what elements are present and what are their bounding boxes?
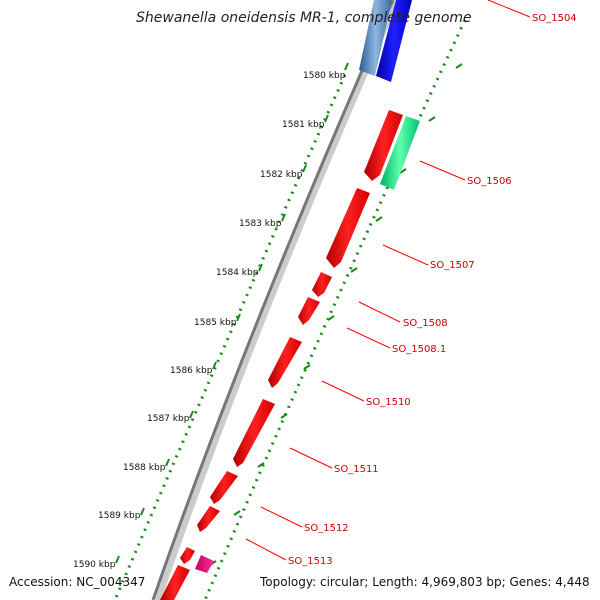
ruler-label: 1588 kbp xyxy=(123,463,166,473)
gene-label[interactable]: SO_1510 xyxy=(366,397,411,408)
gene-feature[interactable] xyxy=(359,0,392,76)
ruler-labels: 1580 kbp 1581 kbp 1582 kbp 1583 kbp 1584… xyxy=(73,71,346,570)
outer-ruler-ticks xyxy=(209,63,463,566)
outer-tick-ring xyxy=(203,19,467,600)
ruler-label: 1583 kbp xyxy=(239,219,282,229)
ruler-ticks xyxy=(115,62,349,564)
gene-label[interactable]: SO_1508.1 xyxy=(392,344,446,355)
ruler-label: 1589 kbp xyxy=(98,511,141,521)
ruler-label: 1590 kbp xyxy=(73,560,116,570)
gene-label[interactable]: SO_1513 xyxy=(288,556,333,567)
gene-feature[interactable] xyxy=(180,547,195,564)
gene-label[interactable]: SO_1508 xyxy=(403,318,448,329)
gene-feature[interactable] xyxy=(376,0,412,82)
gene-feature[interactable] xyxy=(312,272,332,297)
gene-feature[interactable] xyxy=(160,565,190,600)
ruler-label: 1585 kbp xyxy=(194,318,237,328)
gene-feature[interactable] xyxy=(364,110,403,181)
ruler-label: 1580 kbp xyxy=(303,71,346,81)
gene-label[interactable]: SO_1506 xyxy=(467,176,512,187)
gene-label[interactable]: SO_1512 xyxy=(304,523,349,534)
gene-features xyxy=(160,0,420,600)
ruler-label: 1584 kbp xyxy=(216,268,259,278)
gene-feature[interactable] xyxy=(380,116,420,190)
gene-feature[interactable] xyxy=(195,555,214,573)
map-title: Shewanella oneidensis MR-1, complete gen… xyxy=(136,10,472,26)
backbone xyxy=(151,0,395,600)
gene-feature[interactable] xyxy=(197,506,220,532)
inner-tick-ring xyxy=(113,74,347,600)
gene-feature[interactable] xyxy=(326,188,370,268)
gene-feature[interactable] xyxy=(298,297,320,325)
gene-label[interactable]: SO_1511 xyxy=(334,464,379,475)
gene-label[interactable]: SO_1507 xyxy=(430,260,475,271)
gene-feature[interactable] xyxy=(268,337,302,388)
ruler-label: 1581 kbp xyxy=(282,120,325,130)
backbone-shadow xyxy=(153,0,400,600)
accession-text: Accession: NC_004347 xyxy=(9,575,145,589)
ruler-label: 1582 kbp xyxy=(260,170,303,180)
gene-feature[interactable] xyxy=(233,399,275,467)
gene-labels: SO_1504 SO_1506 SO_1507 SO_1508 SO_1508.… xyxy=(288,13,577,567)
gene-label[interactable]: SO_1504 xyxy=(532,13,577,24)
ruler-label: 1587 kbp xyxy=(147,414,190,424)
label-leaders xyxy=(245,0,531,561)
ruler-label: 1586 kbp xyxy=(170,366,213,376)
genome-summary-text: Topology: circular; Length: 4,969,803 bp… xyxy=(259,575,590,589)
gene-feature[interactable] xyxy=(210,471,238,504)
